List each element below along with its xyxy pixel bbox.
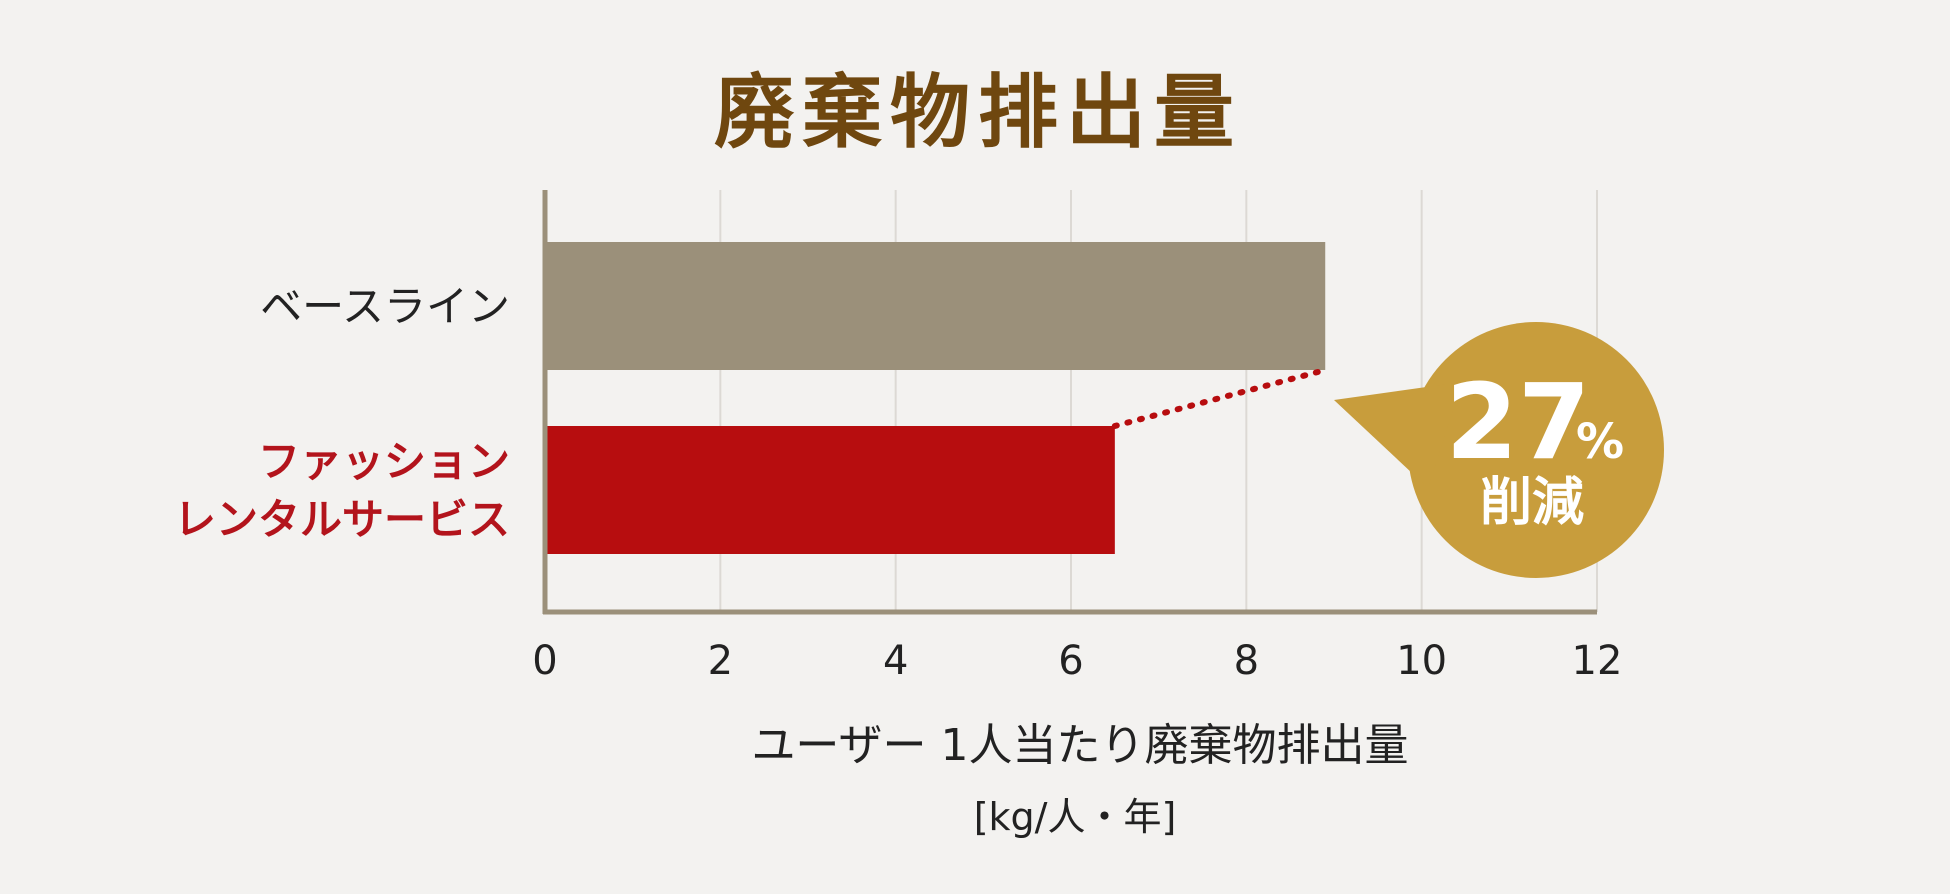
tick-labels: 0 2 4 6 8 10 12 [532,638,1622,684]
bar-baseline [545,242,1326,370]
x-tick-label: 8 [1234,638,1259,684]
connector-dotted-line [1111,367,1329,429]
callout-text: 削減 [1480,473,1584,533]
x-tick-label: 6 [1058,638,1083,684]
x-tick-label: 12 [1572,638,1623,684]
bar-fashion-rental [545,426,1115,554]
reduction-callout: 27 % 削減 [1334,322,1664,578]
axes [542,190,1597,615]
x-tick-label: 4 [883,638,908,684]
callout-unit: % [1576,414,1624,470]
bars [545,242,1326,554]
category-label: ベースライン [260,282,510,331]
connector [1111,367,1329,429]
x-tick-label: 10 [1396,638,1447,684]
category-label: ファッション [258,437,510,486]
x-axis-label: ユーザー 1人当たり廃棄物排出量 [751,720,1408,771]
x-tick-label: 0 [532,638,557,684]
x-axis-unit: [kg/人・年] [974,795,1177,839]
x-tick-label: 2 [708,638,733,684]
callout-tail [1334,382,1462,488]
callout-bubble [1408,322,1664,578]
category-label: レンタルサービス [174,495,510,544]
callout-value: 27 [1446,361,1591,483]
chart-title: 廃棄物排出量 [714,66,1242,159]
